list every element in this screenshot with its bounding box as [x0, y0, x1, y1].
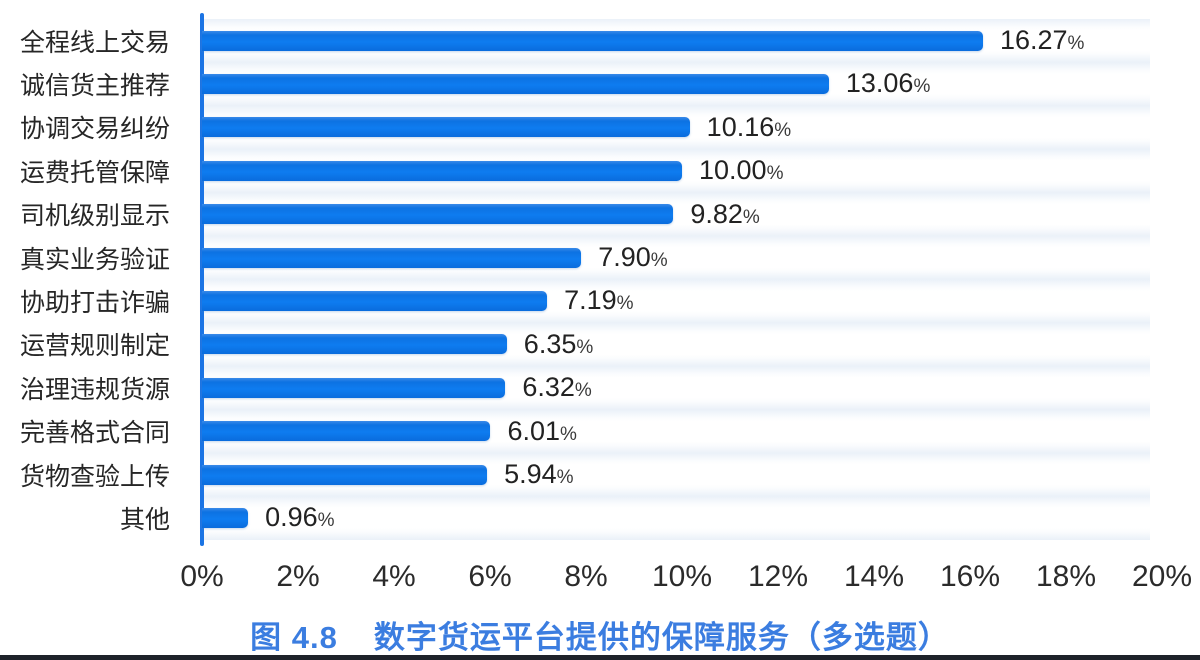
category-label: 全程线上交易 — [19, 28, 170, 57]
category-label: 协调交易纠纷 — [19, 115, 170, 144]
percent-sign: % — [774, 119, 792, 141]
percent-sign: % — [317, 510, 335, 532]
bar-row: 治理违规货源 6.32% — [0, 366, 1200, 409]
percent-sign: % — [560, 423, 577, 445]
value-number: 0.96 — [265, 502, 318, 533]
value-label: 10.16% — [707, 106, 791, 149]
bar-row: 其他 0.96% — [0, 496, 1200, 539]
value-label: 5.94% — [504, 453, 573, 496]
value-label: 13.06% — [846, 62, 930, 105]
category-label: 货物查验上传 — [19, 462, 170, 491]
category-label: 其他 — [119, 506, 170, 535]
value-label: 6.32% — [522, 366, 591, 409]
bar-row: 司机级别显示 9.82% — [0, 193, 1200, 236]
x-axis-tick-label: 6% — [468, 560, 512, 593]
value-number: 9.82 — [690, 198, 743, 229]
category-label: 司机级别显示 — [19, 202, 170, 231]
x-axis-tick-label: 2% — [276, 560, 320, 593]
x-axis-tick-label: 20% — [1131, 560, 1193, 593]
bar — [202, 30, 983, 51]
value-number: 6.35 — [523, 328, 577, 359]
bar — [202, 74, 829, 95]
value-number: 13.06 — [845, 68, 914, 99]
category-label: 协助打击诈骗 — [19, 289, 170, 318]
bar-row: 运费托管保障 10.00% — [0, 149, 1200, 192]
bar — [202, 247, 582, 268]
bars-area: 全程线上交易 16.27% 诚信货主推荐 13.06% 协调交易纠纷 10.16% 运费托管… — [0, 19, 1200, 539]
category-label: 真实业务验证 — [19, 245, 170, 274]
value-number: 5.94 — [504, 459, 557, 489]
value-label: 10.00% — [699, 149, 783, 192]
bar — [202, 377, 506, 398]
value-number: 6.01 — [507, 415, 561, 446]
value-label: 0.96% — [265, 496, 334, 539]
category-label: 运营规则制定 — [19, 332, 170, 361]
x-axis-tick-label: 16% — [939, 560, 1001, 593]
bar-row: 协调交易纠纷 10.16% — [0, 106, 1200, 149]
percent-sign: % — [616, 293, 634, 315]
percent-sign: % — [556, 467, 574, 488]
bar-row: 全程线上交易 16.27% — [0, 19, 1200, 62]
value-label: 7.19% — [564, 279, 633, 322]
percent-sign: % — [1067, 33, 1085, 54]
figure-title: 数字货运平台提供的保障服务（多选题） — [373, 620, 950, 655]
percent-sign: % — [913, 76, 931, 98]
percent-sign: % — [742, 206, 760, 228]
value-number: 10.00 — [699, 155, 767, 186]
category-label: 运费托管保障 — [19, 158, 170, 187]
figure-number: 图 4.8 — [250, 620, 338, 655]
value-label: 9.82% — [690, 193, 759, 236]
x-axis-tick-labels: 0% 2% 4% 6% 8% 10% 12% 14% 16% 18% 20% — [0, 560, 1200, 596]
bar — [202, 334, 507, 355]
value-number: 6.32 — [522, 372, 575, 403]
value-label: 16.27% — [1000, 19, 1084, 62]
category-label: 完善格式合同 — [19, 419, 170, 448]
x-axis-tick-label: 10% — [651, 560, 713, 593]
bar — [202, 291, 548, 312]
bar-row: 诚信货主推荐 13.06% — [0, 62, 1200, 105]
bar — [202, 117, 690, 138]
bottom-divider — [0, 655, 1200, 660]
category-label: 治理违规货源 — [19, 375, 170, 404]
value-label: 6.01% — [507, 410, 576, 453]
figure-caption: 图 4.8 数字货运平台提供的保障服务（多选题） — [0, 612, 1200, 657]
x-axis-tick-label: 4% — [372, 560, 416, 593]
bar-row: 货物查验上传 5.94% — [0, 453, 1200, 496]
bar-row: 协助打击诈骗 7.19% — [0, 279, 1200, 322]
x-axis-tick-label: 18% — [1035, 560, 1097, 593]
value-number: 16.27 — [999, 25, 1068, 55]
x-axis-tick-label: 0% — [180, 560, 224, 593]
value-label: 7.90% — [598, 236, 667, 279]
x-axis-tick-label: 14% — [843, 560, 905, 593]
bar — [202, 508, 249, 529]
bar-row: 完善格式合同 6.01% — [0, 410, 1200, 453]
bar — [202, 421, 491, 442]
value-number: 10.16 — [706, 111, 775, 142]
bar-row: 运营规则制定 6.35% — [0, 323, 1200, 366]
value-number: 7.19 — [564, 285, 617, 316]
bar — [202, 464, 488, 485]
percent-sign: % — [576, 336, 594, 358]
bar-row: 真实业务验证 7.90% — [0, 236, 1200, 279]
bar — [202, 160, 682, 181]
value-label: 6.35% — [524, 323, 593, 366]
value-number: 7.90 — [598, 242, 651, 272]
percent-sign: % — [650, 250, 668, 271]
percent-sign: % — [574, 380, 592, 402]
y-axis-line — [200, 13, 204, 546]
x-axis-tick-label: 12% — [747, 560, 809, 593]
x-axis-tick-label: 8% — [564, 560, 608, 593]
bar — [202, 204, 674, 225]
category-label: 诚信货主推荐 — [19, 72, 170, 101]
percent-sign: % — [766, 163, 784, 185]
